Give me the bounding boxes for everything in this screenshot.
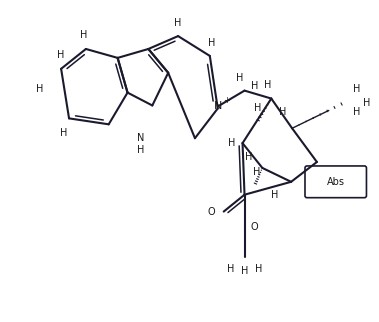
Text: H: H <box>208 38 216 48</box>
Text: H: H <box>363 98 370 108</box>
Text: H: H <box>137 145 144 155</box>
Text: H: H <box>255 264 262 274</box>
Text: N: N <box>214 101 222 111</box>
Text: H: H <box>254 103 261 113</box>
Text: H: H <box>227 264 234 274</box>
Text: H: H <box>353 108 360 118</box>
Text: H: H <box>353 84 360 94</box>
Text: Abs: Abs <box>327 177 345 187</box>
FancyBboxPatch shape <box>305 166 366 198</box>
Text: H: H <box>228 138 235 148</box>
Text: H: H <box>236 73 243 83</box>
Text: H: H <box>174 18 182 28</box>
Text: H: H <box>58 50 65 60</box>
Text: H: H <box>253 167 260 177</box>
Text: H: H <box>264 80 271 90</box>
Text: H: H <box>245 152 252 162</box>
Text: H: H <box>279 108 286 118</box>
Text: H: H <box>80 30 88 40</box>
Text: H: H <box>36 84 43 94</box>
Text: H: H <box>60 128 68 138</box>
Text: H: H <box>241 266 248 276</box>
Text: N: N <box>137 133 144 143</box>
Text: O: O <box>251 223 258 232</box>
Text: +: + <box>223 96 230 105</box>
Text: H: H <box>271 190 278 200</box>
Text: H: H <box>251 80 258 91</box>
Text: O: O <box>208 206 216 217</box>
